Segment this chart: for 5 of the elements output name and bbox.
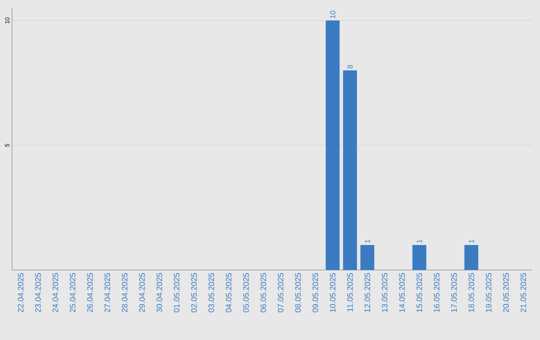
bar (326, 20, 340, 270)
bar (360, 245, 374, 270)
bar (412, 245, 426, 270)
bar (343, 70, 357, 270)
bar (464, 245, 478, 270)
